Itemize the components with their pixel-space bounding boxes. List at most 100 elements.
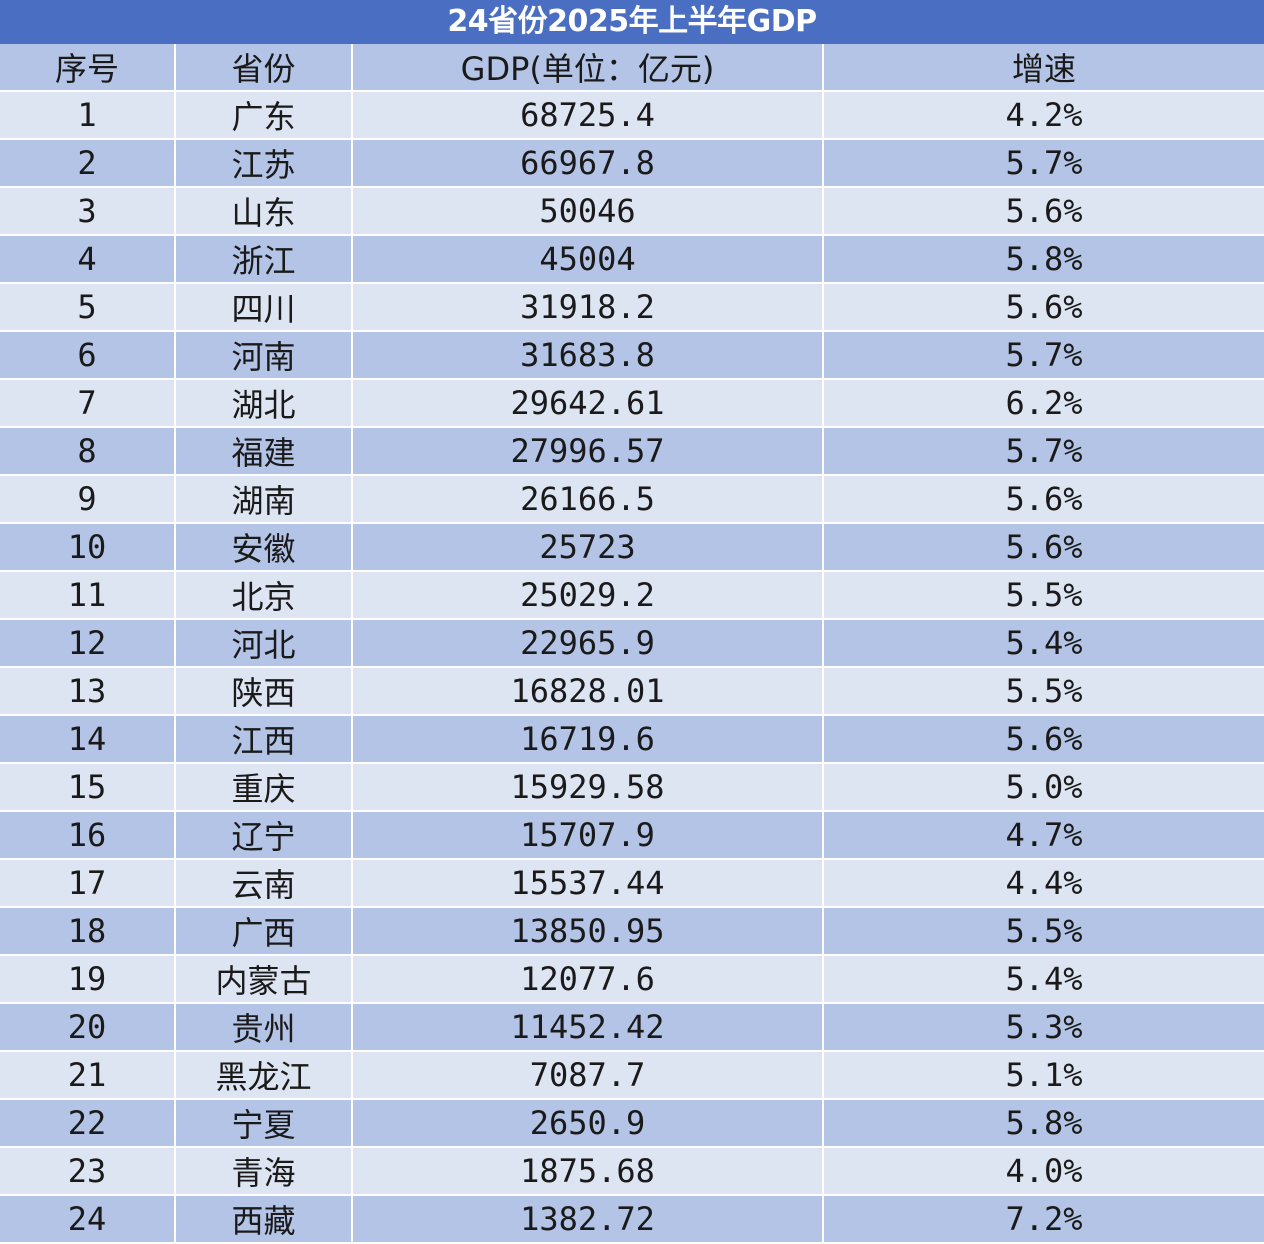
cell-gdp: 31683.8 [352,331,824,380]
cell-growth: 4.7% [823,811,1264,860]
cell-growth: 5.4% [823,955,1264,1004]
cell-growth: 4.2% [823,91,1264,140]
cell-growth: 5.8% [823,1099,1264,1148]
cell-rank: 23 [0,1147,176,1196]
table-row: 21 黑龙江 7087.7 5.1% [0,1051,1264,1100]
cell-rank: 5 [0,283,176,332]
cell-gdp: 26166.5 [352,475,824,524]
cell-gdp: 45004 [352,235,824,284]
cell-gdp: 66967.8 [352,139,824,188]
cell-rank: 16 [0,811,176,860]
table-row: 13 陕西 16828.01 5.5% [0,667,1264,716]
cell-growth: 5.6% [823,187,1264,236]
cell-gdp: 2650.9 [352,1099,824,1148]
cell-rank: 8 [0,427,176,476]
table-row: 22 宁夏 2650.9 5.8% [0,1099,1264,1148]
cell-rank: 15 [0,763,176,812]
cell-rank: 24 [0,1195,176,1244]
cell-growth: 5.8% [823,235,1264,284]
cell-gdp: 15537.44 [352,859,824,908]
cell-province: 四川 [175,283,353,332]
cell-growth: 5.6% [823,715,1264,764]
gdp-table: 序号 省份 GDP(单位：亿元) 增速 1 广东 68725.4 4.2% 2 江苏 669… [0,44,1264,1244]
cell-gdp: 15707.9 [352,811,824,860]
table-row: 24 西藏 1382.72 7.2% [0,1195,1264,1244]
cell-province: 陕西 [175,667,353,716]
cell-rank: 2 [0,139,176,188]
cell-growth: 5.5% [823,907,1264,956]
cell-province: 黑龙江 [175,1051,353,1100]
cell-province: 山东 [175,187,353,236]
cell-growth: 5.1% [823,1051,1264,1100]
cell-gdp: 29642.61 [352,379,824,428]
table-title: 24省份2025年上半年GDP [0,0,1264,44]
cell-province: 江苏 [175,139,353,188]
cell-rank: 6 [0,331,176,380]
cell-rank: 14 [0,715,176,764]
cell-gdp: 25723 [352,523,824,572]
table-row: 19 内蒙古 12077.6 5.4% [0,955,1264,1004]
table-row: 8 福建 27996.57 5.7% [0,427,1264,476]
cell-province: 广东 [175,91,353,140]
column-header-province: 省份 [175,44,353,92]
table-row: 15 重庆 15929.58 5.0% [0,763,1264,812]
cell-province: 西藏 [175,1195,353,1244]
cell-gdp: 15929.58 [352,763,824,812]
cell-province: 北京 [175,571,353,620]
cell-province: 内蒙古 [175,955,353,1004]
cell-rank: 4 [0,235,176,284]
cell-rank: 19 [0,955,176,1004]
table-row: 7 湖北 29642.61 6.2% [0,379,1264,428]
cell-rank: 22 [0,1099,176,1148]
cell-province: 江西 [175,715,353,764]
cell-province: 宁夏 [175,1099,353,1148]
cell-rank: 13 [0,667,176,716]
cell-gdp: 50046 [352,187,824,236]
table-row: 17 云南 15537.44 4.4% [0,859,1264,908]
cell-growth: 5.5% [823,667,1264,716]
table-row: 20 贵州 11452.42 5.3% [0,1003,1264,1052]
cell-growth: 5.7% [823,139,1264,188]
table-body: 1 广东 68725.4 4.2% 2 江苏 66967.8 5.7% 3 山东 50046 5.6%… [0,91,1264,1244]
cell-province: 河南 [175,331,353,380]
table-row: 14 江西 16719.6 5.6% [0,715,1264,764]
cell-province: 河北 [175,619,353,668]
cell-growth: 5.7% [823,331,1264,380]
cell-growth: 5.7% [823,427,1264,476]
cell-rank: 21 [0,1051,176,1100]
cell-gdp: 7087.7 [352,1051,824,1100]
cell-province: 贵州 [175,1003,353,1052]
cell-province: 重庆 [175,763,353,812]
cell-growth: 7.2% [823,1195,1264,1244]
column-header-rank: 序号 [0,44,176,92]
cell-rank: 11 [0,571,176,620]
column-header-growth: 增速 [823,44,1264,92]
table-row: 9 湖南 26166.5 5.6% [0,475,1264,524]
header-row: 序号 省份 GDP(单位：亿元) 增速 [0,44,1264,92]
cell-province: 辽宁 [175,811,353,860]
cell-gdp: 1875.68 [352,1147,824,1196]
table-row: 18 广西 13850.95 5.5% [0,907,1264,956]
cell-gdp: 13850.95 [352,907,824,956]
cell-gdp: 25029.2 [352,571,824,620]
table-row: 3 山东 50046 5.6% [0,187,1264,236]
cell-gdp: 12077.6 [352,955,824,1004]
cell-rank: 20 [0,1003,176,1052]
cell-gdp: 31918.2 [352,283,824,332]
cell-province: 青海 [175,1147,353,1196]
table-row: 16 辽宁 15707.9 4.7% [0,811,1264,860]
cell-gdp: 16828.01 [352,667,824,716]
cell-growth: 6.2% [823,379,1264,428]
table-row: 12 河北 22965.9 5.4% [0,619,1264,668]
cell-province: 湖北 [175,379,353,428]
cell-province: 福建 [175,427,353,476]
table-row: 10 安徽 25723 5.6% [0,523,1264,572]
cell-rank: 3 [0,187,176,236]
table-row: 1 广东 68725.4 4.2% [0,91,1264,140]
cell-growth: 5.3% [823,1003,1264,1052]
cell-province: 广西 [175,907,353,956]
cell-gdp: 22965.9 [352,619,824,668]
cell-gdp: 11452.42 [352,1003,824,1052]
table-row: 11 北京 25029.2 5.5% [0,571,1264,620]
